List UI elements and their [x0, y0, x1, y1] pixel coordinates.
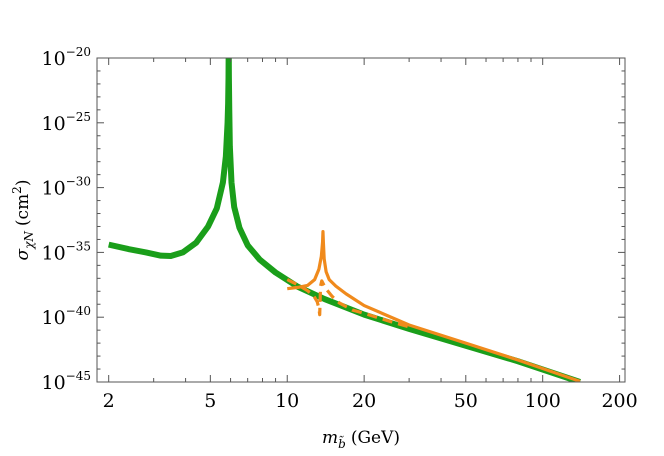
y-axis-symbol: σ [13, 248, 33, 260]
x-tick-label: 2 [103, 390, 115, 412]
series-line-3 [286, 278, 410, 329]
y-axis-unit-close: ) [13, 180, 33, 187]
data-series-group [108, 58, 581, 382]
plot-frame [96, 57, 626, 383]
y-tick-label: 10−40 [41, 304, 91, 329]
x-tick-label: 20 [352, 390, 376, 412]
y-axis-unit-open: (cm [13, 194, 33, 226]
tick-marks-group [97, 57, 625, 383]
series-line-1 [108, 58, 581, 382]
y-axis-unit-exponent: 2 [10, 186, 24, 194]
x-axis-symbol: m [322, 428, 338, 448]
y-tick-label: 10−45 [41, 369, 91, 394]
x-tick-labels: 2 5 10 20 50 100 200 [103, 390, 638, 412]
x-axis-unit: (GeV) [351, 428, 400, 448]
x-tick-label: 100 [525, 390, 561, 412]
x-tick-label: 5 [204, 390, 216, 412]
x-tick-label: 200 [601, 390, 637, 412]
y-tick-label: 10−30 [41, 175, 91, 200]
y-tick-labels: 10−20 10−25 10−30 10−35 10−40 10−45 [41, 45, 91, 394]
x-axis-title: mb̃ (GeV) [322, 428, 400, 451]
series-line-2 [287, 230, 581, 382]
y-tick-label: 10−20 [41, 45, 91, 70]
x-axis-subscript: b̃ [338, 435, 346, 451]
y-tick-label: 10−25 [41, 110, 91, 135]
x-tick-label: 50 [454, 390, 478, 412]
x-tick-label: 10 [275, 390, 299, 412]
y-axis-subscript: χN [22, 231, 36, 250]
y-axis-title: σχN (cm2) [10, 180, 36, 261]
y-tick-label: 10−35 [41, 239, 91, 264]
